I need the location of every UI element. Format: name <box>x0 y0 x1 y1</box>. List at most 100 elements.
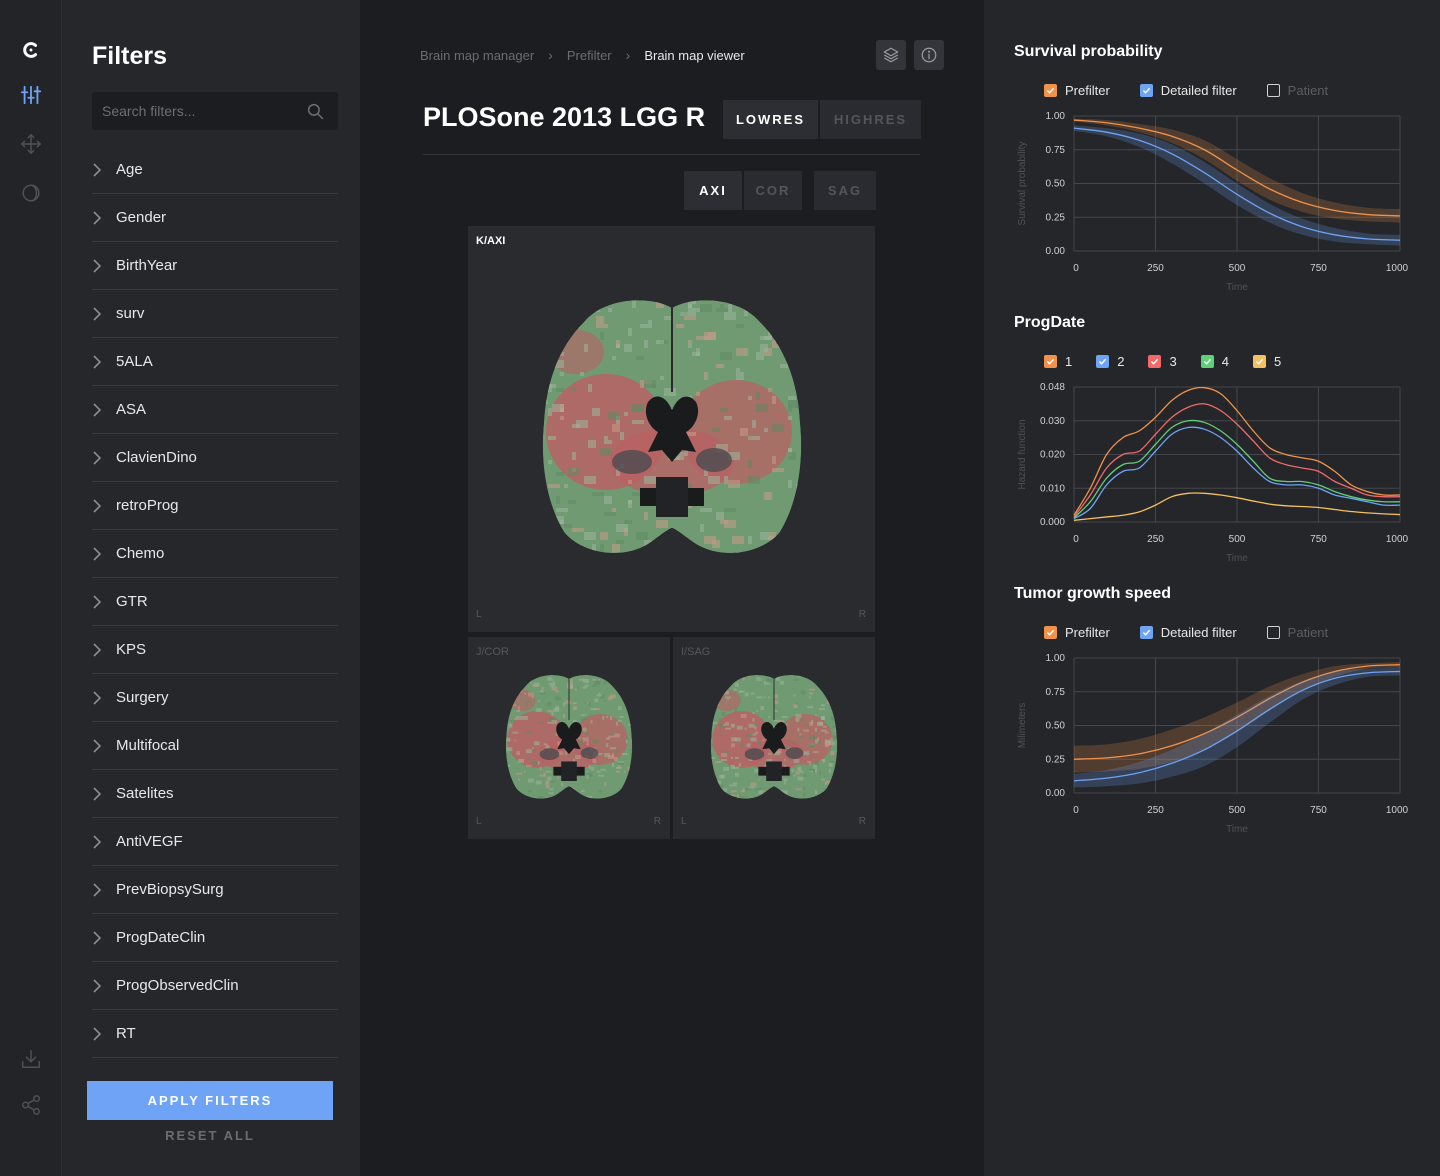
breadcrumb-item: Brain map viewer <box>644 47 745 63</box>
legend-label: 5 <box>1273 354 1282 369</box>
filter-item[interactable]: Gender <box>92 194 338 242</box>
breadcrumb-item[interactable]: Brain map manager <box>420 47 535 63</box>
cor-view-label: J/COR <box>476 646 509 658</box>
y-tick-label: 0.25 <box>1046 754 1066 765</box>
x-tick-label: 1000 <box>1386 805 1409 816</box>
checkbox-checked-icon[interactable] <box>1200 355 1214 368</box>
legend-label: Detailed filter <box>1160 625 1237 640</box>
legend-item[interactable]: Prefilter <box>1044 625 1110 640</box>
filter-item-label: surv <box>116 305 145 322</box>
lowres-button[interactable]: LOWRES <box>723 100 818 139</box>
chevron-right-icon <box>92 882 116 897</box>
y-tick-label: 0.000 <box>1040 517 1065 528</box>
checkbox-checked-icon[interactable] <box>1148 355 1162 368</box>
filters-icon[interactable] <box>19 83 43 107</box>
x-tick-label: 250 <box>1147 534 1164 545</box>
series-line <box>1073 127 1401 241</box>
x-tick-label: 500 <box>1229 263 1246 274</box>
info-button[interactable] <box>914 40 944 70</box>
breadcrumb: Brain map manager › Prefilter › Brain ma… <box>420 47 745 63</box>
filter-item[interactable]: KPS <box>92 626 338 674</box>
checkbox-checked-icon[interactable] <box>1139 84 1153 97</box>
layers-button[interactable] <box>876 40 906 70</box>
filter-item[interactable]: ClavienDino <box>92 434 338 482</box>
app-logo-icon[interactable] <box>19 38 43 62</box>
legend-item[interactable]: 3 <box>1148 354 1177 369</box>
tumor-chart-title: Tumor growth speed <box>1014 585 1172 602</box>
legend-item[interactable]: Detailed filter <box>1139 83 1237 98</box>
search-input[interactable] <box>92 92 292 130</box>
legend-label: 1 <box>1065 354 1073 369</box>
filter-item[interactable]: Multifocal <box>92 722 338 770</box>
checkbox-checked-icon[interactable] <box>1252 355 1266 368</box>
filter-item[interactable]: Chemo <box>92 530 338 578</box>
tumor-legend: Prefilter Detailed filter Patient <box>1044 625 1358 640</box>
move-icon[interactable] <box>19 132 43 156</box>
chevron-right-icon <box>92 786 116 801</box>
filter-item[interactable]: Age <box>92 146 338 194</box>
checkbox-checked-icon[interactable] <box>1044 355 1057 368</box>
legend-item[interactable]: 2 <box>1096 354 1124 369</box>
legend-label: 4 <box>1221 354 1229 369</box>
legend-item[interactable]: Patient <box>1266 83 1328 98</box>
confidence-band <box>1074 125 1400 246</box>
brain-slice-image <box>505 675 633 799</box>
filter-item[interactable]: Surgery <box>92 674 338 722</box>
y-tick-label: 1.00 <box>1046 111 1066 122</box>
filter-item[interactable]: surv <box>92 290 338 338</box>
y-tick-label: 0.030 <box>1040 416 1065 427</box>
search-box <box>92 92 338 130</box>
contrast-icon[interactable] <box>19 181 43 205</box>
download-icon[interactable] <box>19 1047 43 1071</box>
filter-item[interactable]: BirthYear <box>92 242 338 290</box>
checkbox-checked-icon[interactable] <box>1139 626 1153 639</box>
icon-rail <box>0 0 62 1176</box>
tumor-chart: 0 250 500 750 1000 0.00 0.25 0.50 0.75 1.00 Time Mi… <box>1017 653 1409 835</box>
checkbox-empty-icon[interactable] <box>1266 626 1280 639</box>
sagittal-slice-viewer[interactable]: I/SAG L R <box>673 637 875 839</box>
legend-item[interactable]: Prefilter <box>1044 83 1110 98</box>
view-axi-button[interactable]: AXI <box>684 171 742 210</box>
view-cor-button[interactable]: COR <box>744 171 802 210</box>
legend-item[interactable]: Patient <box>1266 625 1328 640</box>
view-sag-button[interactable]: SAG <box>814 171 876 210</box>
reset-all-button[interactable]: RESET ALL <box>165 1128 255 1143</box>
brain-slice-image <box>710 675 838 799</box>
apply-filters-button[interactable]: APPLY FILTERS <box>87 1081 333 1120</box>
x-tick-label: 1000 <box>1386 534 1409 545</box>
legend-item[interactable]: 1 <box>1044 354 1072 369</box>
filter-item[interactable]: GTR <box>92 578 338 626</box>
filter-item-label: 5ALA <box>116 353 153 370</box>
coronal-slice-viewer[interactable]: J/COR L R <box>468 637 670 839</box>
main-slice-viewer[interactable]: K/AXI L R <box>468 226 875 632</box>
filter-item[interactable]: Satelites <box>92 770 338 818</box>
legend-item[interactable]: 5 <box>1252 354 1282 369</box>
filter-item[interactable]: retroProg <box>92 482 338 530</box>
filter-item[interactable]: ProgDateClin <box>92 914 338 962</box>
checkbox-checked-icon[interactable] <box>1044 626 1057 639</box>
filter-item[interactable]: PrevBiopsySurg <box>92 866 338 914</box>
x-tick-label: 750 <box>1310 805 1327 816</box>
filter-item[interactable]: 5ALA <box>92 338 338 386</box>
share-icon[interactable] <box>19 1093 43 1117</box>
highres-button[interactable]: HIGHRES <box>820 100 921 139</box>
filter-item[interactable]: ProgObservedClin <box>92 962 338 1010</box>
filter-item[interactable]: ASA <box>92 386 338 434</box>
confidence-band <box>1074 667 1400 788</box>
filter-item-label: Chemo <box>116 545 165 562</box>
filter-item[interactable]: AntiVEGF <box>92 818 338 866</box>
legend-item[interactable]: Detailed filter <box>1139 625 1237 640</box>
search-icon[interactable] <box>306 102 324 120</box>
checkbox-checked-icon[interactable] <box>1044 84 1057 97</box>
checkbox-empty-icon[interactable] <box>1266 84 1280 97</box>
main-view-label: K/AXI <box>476 235 506 247</box>
x-tick-label: 0 <box>1073 263 1079 274</box>
y-axis-label: Survival probability <box>1017 142 1028 226</box>
chevron-right-icon <box>92 306 116 321</box>
legend-item[interactable]: 4 <box>1200 354 1229 369</box>
filter-item[interactable]: RT <box>92 1010 338 1058</box>
breadcrumb-item[interactable]: Prefilter <box>566 47 612 63</box>
series-line <box>1073 492 1401 521</box>
checkbox-checked-icon[interactable] <box>1096 355 1110 368</box>
chevron-right-icon <box>92 690 116 705</box>
